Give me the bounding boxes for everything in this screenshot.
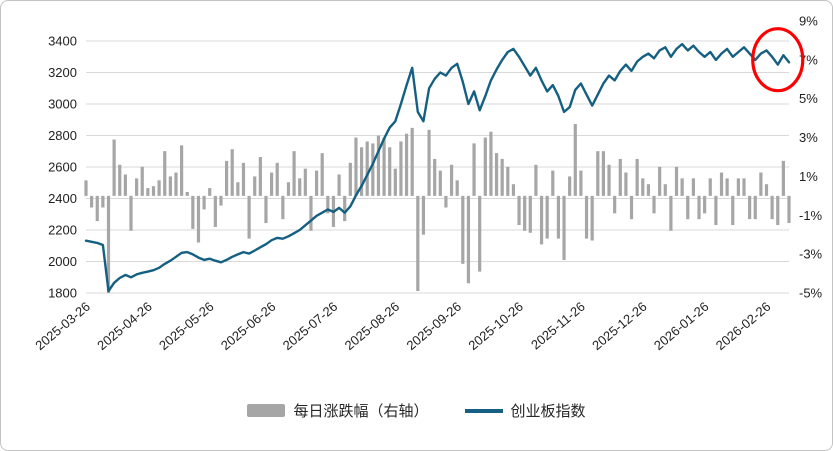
svg-text:2025-12-26: 2025-12-26 — [589, 299, 650, 353]
svg-text:2200: 2200 — [48, 223, 77, 238]
highlight-circle-annotation — [751, 27, 805, 93]
bar-series-daily-change — [84, 123, 791, 293]
x-axis-labels: 2025-03-26 2025-04-26 2025-05-26 2025-06-26… — [32, 299, 773, 353]
svg-text:3200: 3200 — [48, 65, 77, 80]
svg-text:2025-04-26: 2025-04-26 — [94, 299, 155, 353]
svg-text:2025-08-26: 2025-08-26 — [342, 299, 403, 353]
svg-text:1800: 1800 — [48, 286, 77, 301]
chart-legend: 每日涨跌幅（右轴） 创业板指数 — [1, 400, 832, 421]
svg-text:3000: 3000 — [48, 97, 77, 112]
line-series-swatch-icon — [464, 408, 503, 413]
svg-text:2600: 2600 — [48, 160, 77, 175]
bar-series-swatch-icon — [247, 404, 286, 417]
legend-label-daily-change: 每日涨跌幅（右轴） — [293, 403, 429, 420]
svg-text:2800: 2800 — [48, 128, 77, 143]
svg-text:2025-07-26: 2025-07-26 — [280, 299, 341, 353]
svg-text:1%: 1% — [799, 169, 818, 184]
svg-text:-1%: -1% — [799, 208, 823, 223]
svg-text:2026-02-26: 2026-02-26 — [713, 299, 774, 353]
legend-item-index: 创业板指数 — [464, 400, 586, 421]
svg-text:2025-06-26: 2025-06-26 — [218, 299, 279, 353]
left-axis-labels: 3400 3200 3000 2800 2600 2400 2200 2000 1800 — [48, 34, 77, 301]
svg-text:-5%: -5% — [799, 286, 823, 301]
line-series-index — [84, 42, 791, 293]
svg-text:2025-05-26: 2025-05-26 — [156, 299, 217, 353]
gridlines — [86, 40, 789, 294]
chart-canvas: 3400320030002800260024002200200018009%7%… — [32, 14, 823, 354]
svg-text:9%: 9% — [799, 14, 818, 29]
svg-text:2000: 2000 — [48, 254, 77, 269]
svg-text:-3%: -3% — [799, 247, 823, 262]
svg-text:5%: 5% — [799, 91, 818, 106]
svg-text:2026-01-26: 2026-01-26 — [651, 299, 712, 353]
svg-text:2025-09-26: 2025-09-26 — [404, 299, 465, 353]
svg-text:3%: 3% — [799, 130, 818, 145]
legend-item-daily-change: 每日涨跌幅（右轴） — [247, 400, 429, 421]
svg-text:2025-10-26: 2025-10-26 — [465, 299, 526, 353]
svg-text:2025-11-26: 2025-11-26 — [528, 299, 588, 353]
svg-text:3400: 3400 — [48, 34, 77, 49]
legend-label-index: 创业板指数 — [510, 403, 586, 420]
svg-text:2025-03-26: 2025-03-26 — [32, 299, 93, 353]
svg-text:2400: 2400 — [48, 191, 77, 206]
